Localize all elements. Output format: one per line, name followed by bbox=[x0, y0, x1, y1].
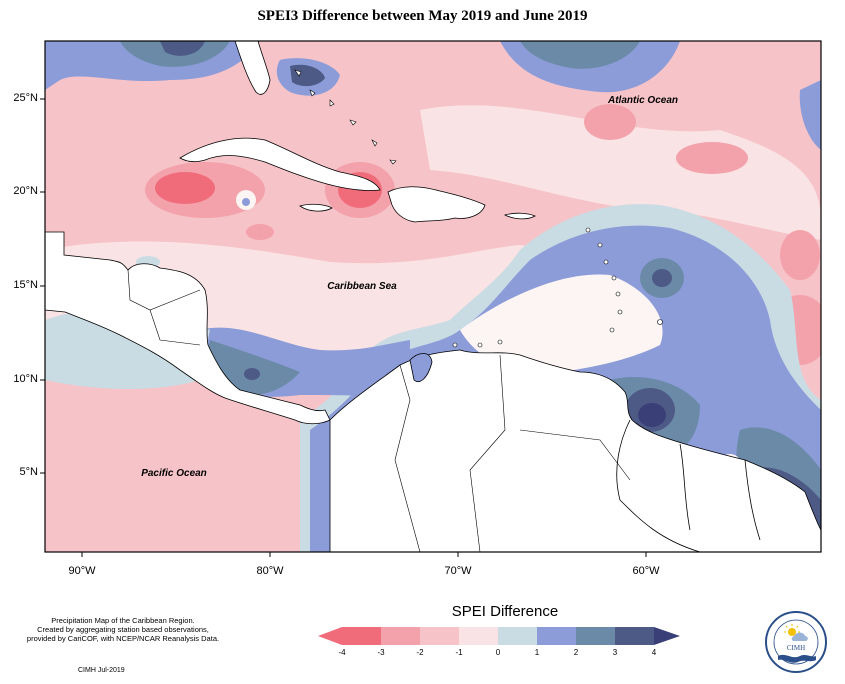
atlantic-ocean-label: Atlantic Ocean bbox=[607, 95, 678, 106]
spei-field bbox=[45, 41, 821, 552]
lat-label-15n: 15°N bbox=[13, 279, 38, 291]
legend-title: SPEI Difference bbox=[451, 603, 559, 620]
legend-tick: 4 bbox=[651, 648, 657, 657]
legend-tick: -1 bbox=[455, 648, 463, 657]
lat-label-20n: 20°N bbox=[13, 185, 38, 197]
legend-colorbar bbox=[318, 627, 680, 645]
lon-label-60w: 60°W bbox=[632, 565, 660, 577]
legend-tick: 1 bbox=[534, 648, 540, 657]
lat-label-10n: 10°N bbox=[13, 373, 38, 385]
lat-label-25n: 25°N bbox=[13, 92, 38, 104]
svg-text:CIMH: CIMH bbox=[787, 644, 805, 652]
legend-tick: 0 bbox=[495, 648, 501, 657]
map-title: SPEI3 Difference between May 2019 and Ju… bbox=[257, 8, 588, 24]
lon-label-80w: 80°W bbox=[256, 565, 284, 577]
caribbean-sea-label: Caribbean Sea bbox=[327, 281, 397, 292]
legend-tick: -2 bbox=[416, 648, 424, 657]
map-credit: Precipitation Map of the Caribbean Regio… bbox=[8, 616, 238, 643]
lat-label-5n: 5°N bbox=[19, 466, 38, 478]
axis-ticks bbox=[40, 98, 647, 557]
legend-tick: 3 bbox=[612, 648, 618, 657]
pacific-ocean-label: Pacific Ocean bbox=[141, 468, 207, 479]
cimh-logo: CIMH bbox=[765, 611, 827, 673]
lon-label-70w: 70°W bbox=[444, 565, 472, 577]
credit-line-1: Precipitation Map of the Caribbean Regio… bbox=[51, 616, 195, 625]
credit-date: CIMH Jul-2019 bbox=[78, 667, 125, 674]
legend-tick: -4 bbox=[338, 648, 346, 657]
credit-line-2: Created by aggregating station based obs… bbox=[37, 625, 209, 634]
legend-tick: -3 bbox=[377, 648, 385, 657]
lon-label-90w: 90°W bbox=[68, 565, 96, 577]
legend-tick: 2 bbox=[573, 648, 579, 657]
credit-line-3: provided by CariCOF, with NCEP/NCAR Rean… bbox=[26, 634, 220, 643]
